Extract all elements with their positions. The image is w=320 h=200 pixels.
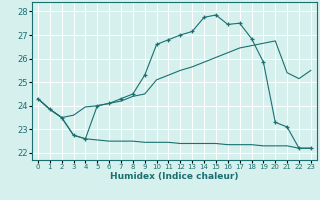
X-axis label: Humidex (Indice chaleur): Humidex (Indice chaleur) <box>110 172 239 181</box>
